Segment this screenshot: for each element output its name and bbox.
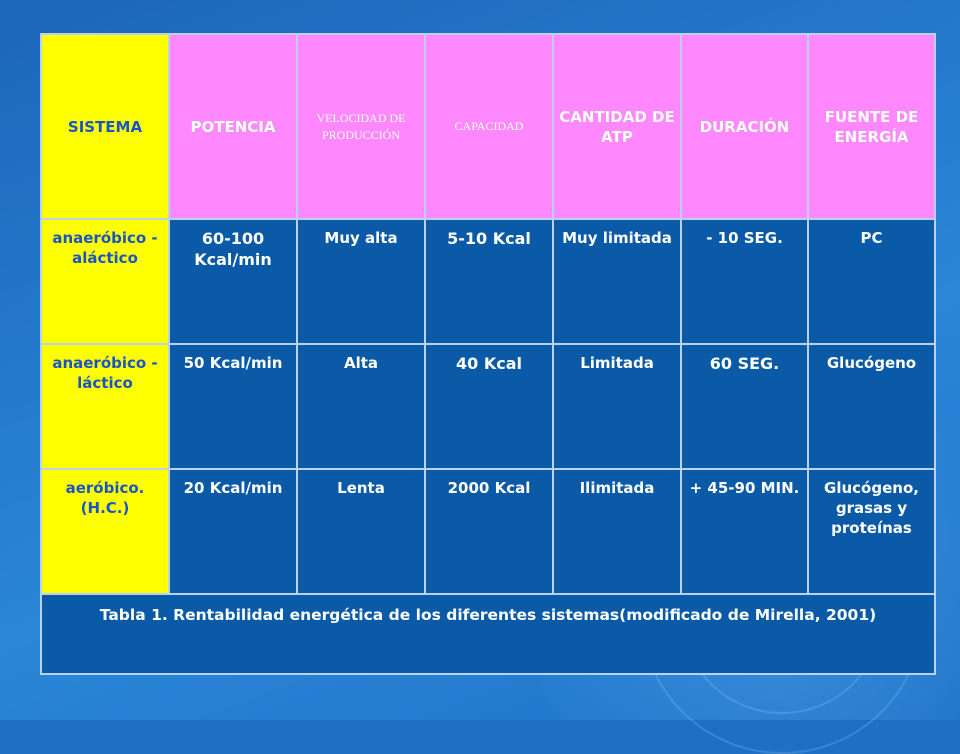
cell-fuente: Glucógeno <box>807 343 936 470</box>
header-velocidad: VELOCIDAD DE PRODUCCIÓN <box>296 33 426 220</box>
cell-potencia: 20 Kcal/min <box>168 468 298 595</box>
header-sistema: SISTEMA <box>40 33 170 220</box>
header-capacidad: CAPACIDAD <box>424 33 554 220</box>
slide: SISTEMA POTENCIA VELOCIDAD DE PRODUCCIÓN… <box>40 33 936 675</box>
table-row: anaeróbico -aláctico 60-100 Kcal/min Muy… <box>40 218 936 345</box>
cell-potencia: 60-100 Kcal/min <box>168 218 298 345</box>
header-fuente: FUENTE DE ENERGÍA <box>807 33 936 220</box>
cell-duracion: - 10 SEG. <box>680 218 809 345</box>
cell-cantidad-atp: Limitada <box>552 343 682 470</box>
cell-sistema: anaeróbico -láctico <box>40 343 170 470</box>
cell-duracion: 60 SEG. <box>680 343 809 470</box>
cell-potencia: 50 Kcal/min <box>168 343 298 470</box>
header-duracion: DURACIÓN <box>680 33 809 220</box>
cell-capacidad: 2000 Kcal <box>424 468 554 595</box>
cell-sistema: anaeróbico -aláctico <box>40 218 170 345</box>
cell-capacidad: 40 Kcal <box>424 343 554 470</box>
cell-cantidad-atp: Ilimitada <box>552 468 682 595</box>
header-potencia: POTENCIA <box>168 33 298 220</box>
cell-duracion: + 45-90 MIN. <box>680 468 809 595</box>
cell-fuente: Glucógeno, grasas y proteínas <box>807 468 936 595</box>
cell-velocidad: Alta <box>296 343 426 470</box>
header-cantidad-atp: CANTIDAD DE ATP <box>552 33 682 220</box>
cell-cantidad-atp: Muy limitada <box>552 218 682 345</box>
table-row: aeróbico. (H.C.) 20 Kcal/min Lenta 2000 … <box>40 468 936 595</box>
cell-fuente: PC <box>807 218 936 345</box>
table-caption: Tabla 1. Rentabilidad energética de los … <box>40 593 936 675</box>
cell-sistema: aeróbico. (H.C.) <box>40 468 170 595</box>
table-caption-row: Tabla 1. Rentabilidad energética de los … <box>40 593 936 675</box>
table-header-row: SISTEMA POTENCIA VELOCIDAD DE PRODUCCIÓN… <box>40 33 936 220</box>
cell-capacidad: 5-10 Kcal <box>424 218 554 345</box>
cell-velocidad: Lenta <box>296 468 426 595</box>
energy-systems-table: SISTEMA POTENCIA VELOCIDAD DE PRODUCCIÓN… <box>40 33 936 675</box>
table-row: anaeróbico -láctico 50 Kcal/min Alta 40 … <box>40 343 936 470</box>
cell-velocidad: Muy alta <box>296 218 426 345</box>
